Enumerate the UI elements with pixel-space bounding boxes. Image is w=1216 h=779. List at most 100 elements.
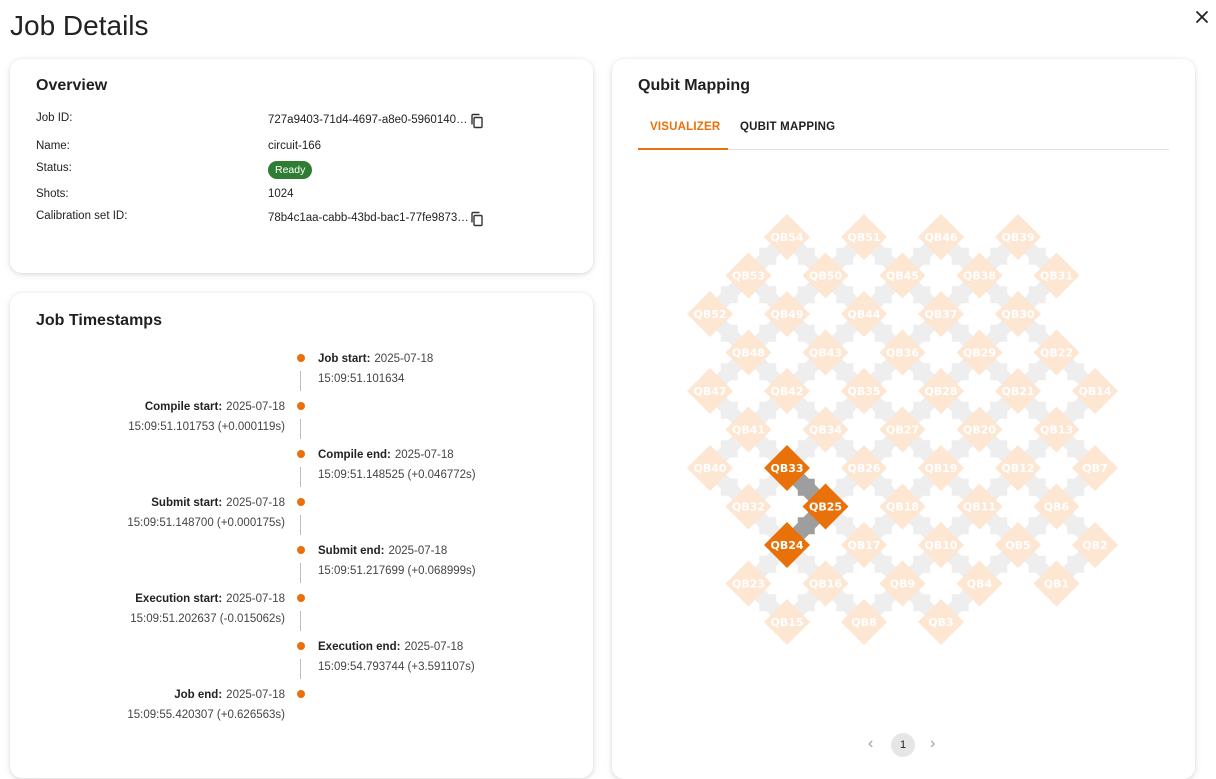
event-date: 2025-07-18 (226, 401, 285, 413)
qubit-qb15[interactable]: QB15 (764, 599, 810, 645)
qubit-qb10[interactable]: QB10 (918, 522, 964, 568)
qubit-label: QB43 (809, 347, 842, 360)
qubit-node (918, 368, 964, 414)
qubit-qb51[interactable]: QB51 (841, 214, 887, 260)
qubit-qb16[interactable]: QB16 (802, 560, 849, 607)
qubit-label: QB51 (847, 231, 880, 244)
timeline-dot (297, 594, 305, 602)
qubit-qb4[interactable]: QB4 (956, 560, 1003, 607)
timeline-connector (300, 659, 301, 679)
qubit-qb11[interactable]: QB11 (956, 483, 1003, 530)
qubit-label: QB42 (770, 385, 803, 398)
qubit-qb19[interactable]: QB19 (918, 445, 964, 491)
copy-icon[interactable] (469, 113, 485, 129)
qubit-qb3[interactable]: QB3 (918, 599, 964, 645)
qubit-qb43[interactable]: QB43 (802, 329, 849, 376)
copy-icon[interactable] (469, 211, 485, 227)
qubit-qb32[interactable]: QB32 (725, 483, 772, 530)
qubit-qb28[interactable]: QB28 (918, 368, 964, 414)
timeline-dot (297, 498, 305, 506)
qubit-qb53[interactable]: QB53 (725, 252, 772, 299)
qubit-qb33[interactable]: QB33 (764, 445, 810, 491)
qubit-qb1[interactable]: QB1 (1033, 560, 1080, 607)
timeline-event-job-start: Job start: 2025-07-18 15:09:51.101634 (318, 349, 433, 389)
qubit-node (1033, 252, 1080, 299)
qubit-qb54[interactable]: QB54 (764, 214, 810, 260)
qubit-qb40[interactable]: QB40 (687, 445, 733, 491)
qubit-qb47[interactable]: QB47 (687, 368, 733, 414)
qubit-qb37[interactable]: QB37 (918, 291, 964, 337)
event-label: Job end: (174, 689, 223, 701)
timeline-dot (297, 354, 305, 362)
page-1-button[interactable]: 1 (891, 733, 915, 757)
qubit-qb30[interactable]: QB30 (995, 291, 1041, 337)
qubit-qb38[interactable]: QB38 (956, 252, 1003, 299)
tab-qubit-mapping[interactable]: QUBIT MAPPING (740, 121, 836, 133)
qubit-qb23[interactable]: QB23 (725, 560, 772, 607)
qubit-label: QB23 (732, 578, 765, 591)
status-badge: Ready (268, 161, 313, 179)
event-date: 2025-07-18 (226, 497, 285, 509)
qubit-node (725, 252, 772, 299)
qubit-qb25[interactable]: QB25 (802, 483, 849, 530)
qubit-qb14[interactable]: QB14 (1072, 368, 1118, 414)
close-icon[interactable] (1192, 7, 1212, 27)
qubit-qb35[interactable]: QB35 (841, 368, 887, 414)
qubit-qb36[interactable]: QB36 (879, 329, 926, 376)
prev-page-button[interactable]: ‹ (868, 735, 874, 752)
qubit-qb2[interactable]: QB2 (1072, 522, 1118, 568)
qubit-qb49[interactable]: QB49 (764, 291, 810, 337)
qubit-label: QB13 (1040, 424, 1073, 437)
calibration-set-value: 78b4c1aa-cabb-43bd-bac1-77fe9873… (268, 212, 469, 224)
tab-visualizer[interactable]: VISUALIZER (650, 121, 721, 133)
qubit-qb29[interactable]: QB29 (956, 329, 1003, 376)
qubit-qb52[interactable]: QB52 (687, 291, 733, 337)
qubit-label: QB28 (924, 385, 957, 398)
qubit-node (995, 522, 1041, 568)
qubit-qb27[interactable]: QB27 (879, 406, 926, 453)
job-id-value: 727a9403-71d4-4697-a8e0-5960140… (268, 114, 468, 126)
qubit-qb45[interactable]: QB45 (879, 252, 926, 299)
qubit-qb20[interactable]: QB20 (956, 406, 1003, 453)
event-label: Execution end: (318, 641, 401, 653)
qubit-label: QB3 (928, 616, 953, 629)
qubit-node (725, 483, 772, 530)
qubit-label: QB36 (886, 347, 919, 360)
qubit-qb9[interactable]: QB9 (879, 560, 926, 607)
timeline-dot (297, 690, 305, 698)
qubit-qb34[interactable]: QB34 (802, 406, 849, 453)
qubit-node (1033, 560, 1080, 607)
qubit-qb18[interactable]: QB18 (879, 483, 926, 530)
qubit-node (802, 483, 849, 530)
qubit-qb7[interactable]: QB7 (1072, 445, 1118, 491)
qubit-qb44[interactable]: QB44 (841, 291, 887, 337)
qubit-qb26[interactable]: QB26 (841, 445, 887, 491)
qubit-qb22[interactable]: QB22 (1033, 329, 1080, 376)
qubit-node (956, 329, 1003, 376)
qubit-qb6[interactable]: QB6 (1033, 483, 1080, 530)
timeline-connector (300, 419, 301, 439)
qubit-qb41[interactable]: QB41 (725, 406, 772, 453)
qubit-node (687, 445, 733, 491)
qubit-qb39[interactable]: QB39 (995, 214, 1041, 260)
qubit-qb46[interactable]: QB46 (918, 214, 964, 260)
qubit-qb21[interactable]: QB21 (995, 368, 1041, 414)
qubit-label: QB44 (847, 308, 880, 321)
qubit-qb48[interactable]: QB48 (725, 329, 772, 376)
qubit-qb24[interactable]: QB24 (764, 522, 810, 568)
qubit-qb50[interactable]: QB50 (802, 252, 849, 299)
qubit-label: QB16 (809, 578, 842, 591)
qubit-qb5[interactable]: QB5 (995, 522, 1041, 568)
qubit-qb17[interactable]: QB17 (841, 522, 887, 568)
qubit-node (725, 406, 772, 453)
qubit-qb42[interactable]: QB42 (764, 368, 810, 414)
qubit-qb8[interactable]: QB8 (841, 599, 887, 645)
event-date: 2025-07-18 (404, 641, 464, 653)
qubit-qb12[interactable]: QB12 (995, 445, 1041, 491)
qubit-label: QB19 (924, 462, 957, 475)
timeline-dot (297, 402, 305, 410)
next-page-button[interactable]: › (930, 735, 936, 752)
qubit-node (956, 406, 1003, 453)
qubit-qb31[interactable]: QB31 (1033, 252, 1080, 299)
qubit-qb13[interactable]: QB13 (1033, 406, 1080, 453)
